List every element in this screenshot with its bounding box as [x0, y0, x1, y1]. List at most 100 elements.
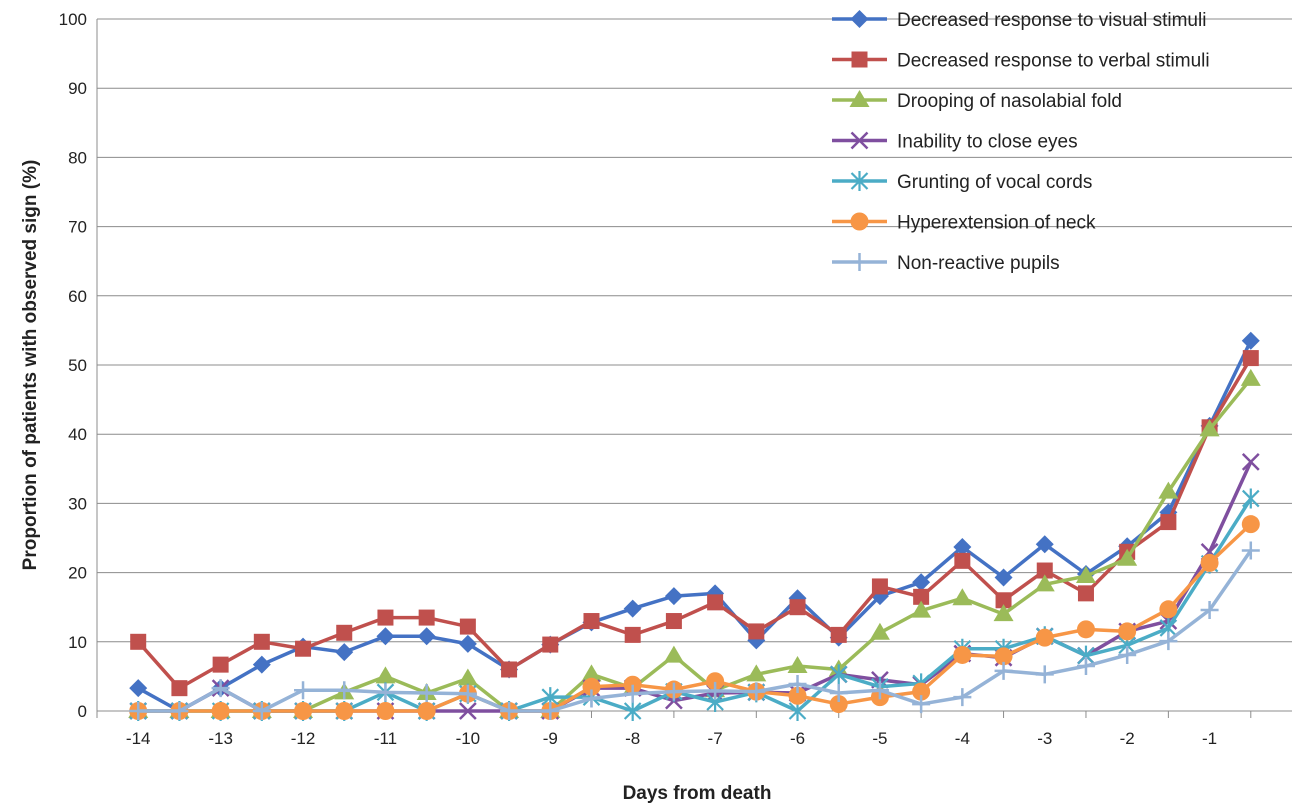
triangle-marker — [457, 668, 478, 686]
legend: Decreased response to visual stimuli Decr… — [832, 10, 1210, 274]
legend-item: Non-reactive pupils — [832, 253, 1060, 274]
plus-marker — [994, 661, 1013, 680]
plus-marker — [1241, 541, 1260, 560]
series-lines — [128, 331, 1261, 721]
triangle-marker — [1240, 368, 1261, 386]
diamond-marker — [912, 573, 931, 592]
circle-marker — [706, 672, 725, 691]
plus-marker — [1076, 657, 1095, 676]
y-tick-label: 80 — [68, 148, 87, 167]
diamond-marker — [1241, 331, 1260, 350]
triangle-marker — [746, 664, 767, 682]
square-marker — [851, 51, 868, 68]
square-marker — [171, 680, 188, 697]
plus-marker — [1200, 600, 1219, 619]
plus-marker — [458, 684, 477, 703]
plus-marker — [417, 684, 436, 703]
square-marker — [830, 626, 847, 643]
circle-marker — [953, 645, 972, 664]
diamond-marker — [1035, 535, 1054, 554]
circle-marker — [1076, 620, 1095, 639]
x-tick-label: -2 — [1120, 729, 1135, 748]
circle-marker — [211, 702, 230, 720]
y-axis-title: Proportion of patients with observed sig… — [20, 160, 41, 571]
legend-item: Drooping of nasolabial fold — [832, 90, 1122, 112]
plus-marker — [294, 681, 313, 700]
axes: 0 10 20 30 40 50 60 70 80 90 100 -14 -13 -12 -11 -10 -9 -… — [59, 10, 1292, 748]
y-tick-label: 10 — [68, 633, 87, 652]
circle-marker — [850, 212, 869, 231]
plus-marker — [170, 702, 189, 720]
triangle-marker — [1117, 548, 1138, 566]
diamond-marker — [850, 10, 869, 28]
square-marker — [130, 633, 147, 650]
x-tick-label: -5 — [872, 729, 887, 748]
plus-marker — [500, 702, 519, 720]
star-marker — [829, 664, 848, 685]
diamond-marker — [994, 568, 1013, 587]
plus-marker — [211, 679, 230, 698]
circle-marker — [788, 686, 807, 705]
star-marker — [850, 171, 869, 191]
circle-marker — [1200, 553, 1219, 572]
plus-marker — [335, 681, 354, 700]
triangle-marker — [1158, 481, 1179, 499]
triangle-marker — [869, 622, 890, 640]
y-tick-label: 20 — [68, 564, 87, 583]
triangle-marker — [849, 90, 870, 107]
square-marker — [913, 588, 930, 605]
triangle-marker — [993, 604, 1014, 622]
square-marker — [665, 613, 682, 630]
plus-marker — [788, 675, 807, 694]
circle-marker — [417, 702, 436, 720]
plus-marker — [850, 253, 869, 271]
x-tick-label: -14 — [126, 729, 151, 748]
triangle-marker — [663, 645, 684, 663]
diamond-marker — [953, 537, 972, 556]
series — [129, 541, 1260, 720]
series-line — [136, 377, 1253, 713]
x-tick-label: -13 — [208, 729, 233, 748]
plus-marker — [912, 695, 931, 714]
square-marker — [418, 609, 435, 626]
triangle-marker — [911, 600, 932, 618]
square-marker — [1242, 350, 1259, 367]
square-marker — [1077, 585, 1094, 602]
square-marker — [748, 623, 765, 640]
series-line — [136, 548, 1253, 713]
x-tick-label: -1 — [1202, 729, 1217, 748]
triangle-marker — [1034, 574, 1055, 592]
triangle-marker — [581, 664, 602, 682]
circle-marker — [294, 702, 313, 720]
plus-marker — [252, 702, 271, 720]
y-tick-label: 40 — [68, 425, 87, 444]
square-marker — [253, 633, 270, 650]
diamond-marker — [417, 627, 436, 646]
circle-marker — [829, 695, 848, 714]
diamond-marker — [252, 655, 271, 674]
x-marker — [458, 702, 477, 720]
plus-marker — [129, 702, 148, 720]
y-tick-label: 0 — [78, 702, 87, 721]
plus-marker — [664, 682, 683, 701]
circle-marker — [912, 682, 931, 701]
x-tick-label: -4 — [955, 729, 970, 748]
square-marker — [1160, 514, 1177, 531]
y-tick-label: 30 — [68, 494, 87, 513]
square-marker — [377, 609, 394, 626]
diamond-marker — [458, 634, 477, 653]
y-tick-label: 70 — [68, 218, 87, 237]
x-tick-label: -9 — [543, 729, 558, 748]
circle-marker — [1118, 622, 1137, 641]
square-marker — [459, 618, 476, 635]
plus-marker — [1118, 645, 1137, 664]
circle-marker — [1159, 600, 1178, 619]
square-marker — [624, 626, 641, 643]
circle-marker — [1035, 628, 1054, 647]
plus-marker — [706, 681, 725, 700]
triangle-marker — [375, 666, 396, 684]
circle-marker — [1241, 515, 1260, 534]
triangle-marker — [1199, 419, 1220, 437]
circle-marker — [994, 647, 1013, 666]
